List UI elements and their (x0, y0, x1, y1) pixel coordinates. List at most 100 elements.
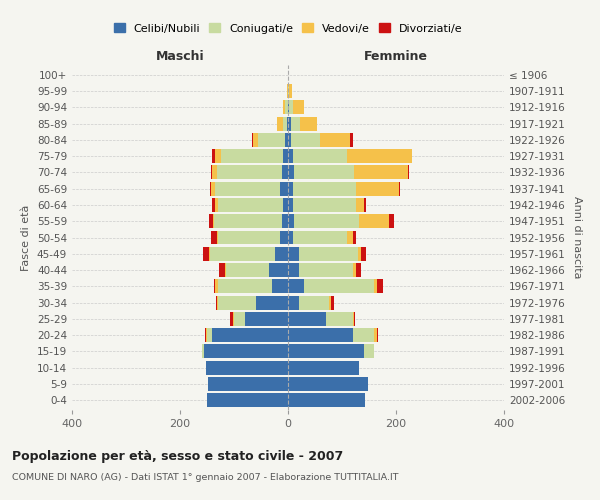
Bar (288, 149, 293, 163)
Bar (212, 166, 217, 179)
Bar (288, 312, 326, 326)
Bar (288, 377, 368, 391)
Bar (288, 198, 293, 212)
Bar (217, 296, 218, 310)
Bar (293, 100, 304, 114)
Bar (212, 149, 215, 163)
Bar (355, 182, 398, 196)
Bar (354, 166, 408, 179)
Bar (288, 344, 364, 358)
Bar (288, 100, 289, 114)
Bar (353, 230, 355, 244)
Bar (389, 214, 394, 228)
Bar (218, 296, 256, 310)
Bar (212, 198, 215, 212)
Bar (289, 100, 293, 114)
Bar (354, 312, 355, 326)
Bar (364, 344, 374, 358)
Bar (218, 280, 272, 293)
Text: Femmine: Femmine (364, 50, 428, 64)
Bar (295, 166, 354, 179)
Bar (210, 182, 211, 196)
Bar (213, 214, 214, 228)
Bar (288, 166, 295, 179)
Bar (217, 230, 218, 244)
Bar (214, 280, 215, 293)
Bar (288, 133, 290, 147)
Bar (215, 182, 280, 196)
Bar (214, 214, 281, 228)
Bar (233, 312, 234, 326)
Bar (377, 328, 378, 342)
Bar (299, 247, 358, 260)
Bar (206, 328, 207, 342)
Bar (331, 296, 334, 310)
Bar (347, 230, 353, 244)
Bar (283, 116, 287, 130)
Bar (208, 377, 288, 391)
Bar (288, 214, 295, 228)
Y-axis label: Fasce di età: Fasce di età (22, 204, 31, 270)
Bar (288, 394, 365, 407)
Bar (217, 166, 281, 179)
Text: COMUNE DI NARO (AG) - Dati ISTAT 1° gennaio 2007 - Elaborazione TUTTITALIA.IT: COMUNE DI NARO (AG) - Dati ISTAT 1° genn… (12, 472, 398, 482)
Bar (288, 230, 293, 244)
Bar (287, 116, 288, 130)
Bar (252, 133, 253, 147)
Bar (230, 312, 233, 326)
Bar (210, 247, 275, 260)
Bar (364, 198, 366, 212)
Bar (207, 394, 288, 407)
Bar (286, 100, 288, 114)
Legend: Celibi/Nubili, Coniugati/e, Vedovi/e, Divorziati/e: Celibi/Nubili, Coniugati/e, Vedovi/e, Di… (109, 19, 467, 38)
Bar (209, 247, 210, 260)
Bar (283, 100, 286, 114)
Bar (288, 263, 299, 277)
Bar (304, 280, 374, 293)
Bar (204, 344, 288, 358)
Bar (377, 280, 383, 293)
Bar (288, 182, 293, 196)
Bar (211, 230, 217, 244)
Bar (275, 247, 288, 260)
Bar (207, 328, 212, 342)
Bar (350, 133, 353, 147)
Bar (359, 214, 389, 228)
Bar (288, 328, 353, 342)
Bar (353, 263, 355, 277)
Bar (256, 296, 288, 310)
Bar (355, 263, 361, 277)
Bar (355, 198, 364, 212)
Bar (281, 166, 288, 179)
Bar (277, 116, 283, 130)
Bar (287, 84, 288, 98)
Bar (353, 312, 354, 326)
Bar (288, 361, 359, 374)
Bar (290, 133, 320, 147)
Bar (221, 149, 283, 163)
Bar (211, 166, 212, 179)
Bar (299, 263, 353, 277)
Bar (218, 230, 280, 244)
Bar (283, 149, 288, 163)
Bar (374, 328, 377, 342)
Bar (326, 312, 353, 326)
Bar (280, 230, 288, 244)
Text: Maschi: Maschi (155, 50, 205, 64)
Bar (358, 247, 361, 260)
Bar (212, 328, 288, 342)
Bar (215, 296, 217, 310)
Bar (290, 116, 301, 130)
Bar (293, 230, 347, 244)
Bar (408, 166, 409, 179)
Bar (329, 296, 331, 310)
Y-axis label: Anni di nascita: Anni di nascita (572, 196, 582, 279)
Bar (220, 263, 225, 277)
Bar (293, 198, 355, 212)
Bar (288, 280, 304, 293)
Bar (293, 149, 347, 163)
Bar (301, 116, 317, 130)
Bar (288, 296, 299, 310)
Bar (283, 198, 288, 212)
Bar (259, 133, 286, 147)
